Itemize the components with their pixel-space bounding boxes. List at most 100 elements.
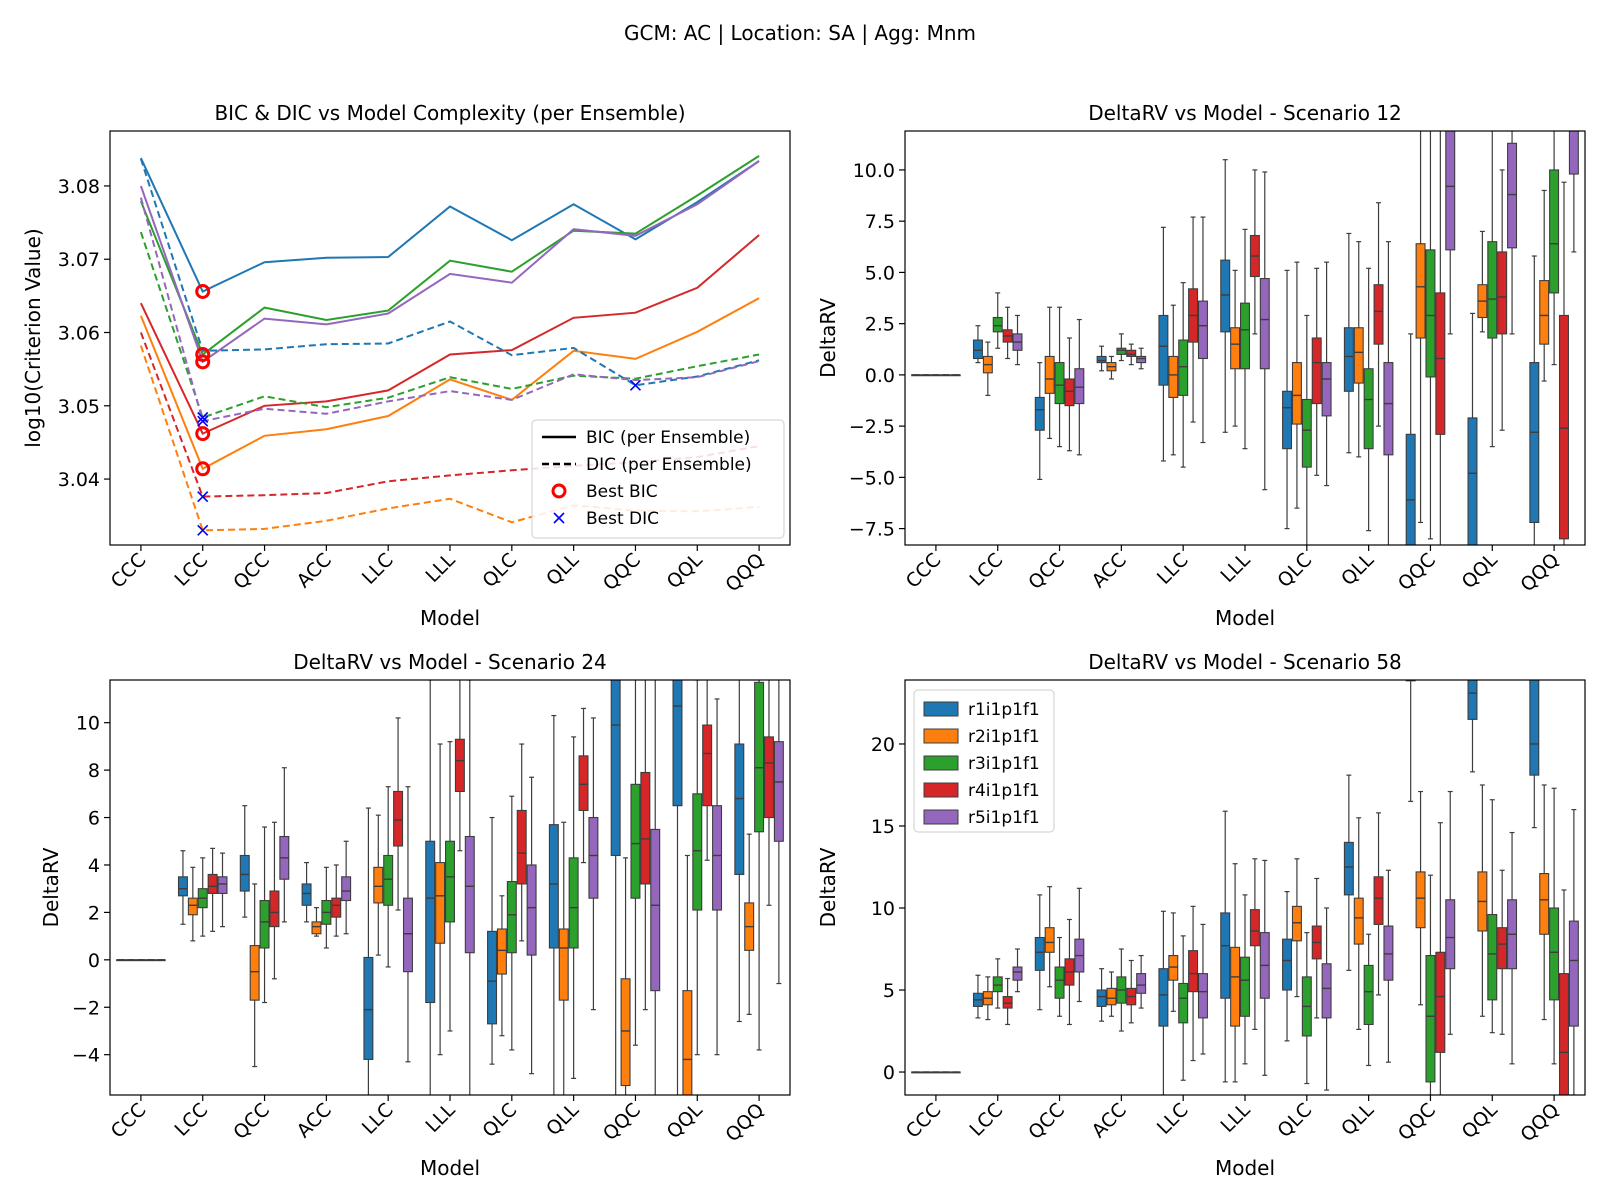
box-iqr (1168, 955, 1179, 981)
box-LLC-r2i1p1f1 (373, 814, 384, 956)
box-CCC-r1i1p1f1 (911, 374, 922, 377)
x-tick-label: LLC (1153, 549, 1193, 589)
box-ACC-r2i1p1f1 (1106, 971, 1117, 1017)
box-QQC-r5i1p1f1 (1445, 131, 1456, 335)
box-iqr (1259, 278, 1270, 370)
box-iqr (373, 866, 384, 904)
box-QCC-r1i1p1f1 (1034, 361, 1045, 481)
x-axis-label: Model (1215, 606, 1275, 630)
box-ACC-r5i1p1f1 (1136, 347, 1147, 370)
y-tick-label: 0 (88, 950, 100, 972)
series-line-dic-r5i1p1f1 (139, 197, 760, 423)
box-CCC-r3i1p1f1 (930, 374, 941, 377)
y-tick-label: 3.04 (58, 469, 100, 491)
box-CCC-r2i1p1f1 (126, 959, 137, 962)
box-iqr (1012, 966, 1023, 981)
box-iqr (1445, 131, 1456, 251)
box-QLC-r1i1p1f1 (1282, 891, 1293, 1042)
box-iqr (311, 921, 322, 935)
box-CCC-r4i1p1f1 (940, 374, 951, 377)
box-QLC-r4i1p1f1 (1311, 877, 1322, 1019)
box-QCC-r5i1p1f1 (1074, 887, 1085, 1003)
box-LLL-r3i1p1f1 (1240, 894, 1250, 1065)
plot-area (116, 680, 784, 1095)
legend-label: r4i1p1f1 (968, 781, 1040, 801)
box-QQQ-r4i1p1f1 (1558, 181, 1569, 545)
box-iqr (393, 790, 404, 847)
box-QCC-r1i1p1f1 (239, 805, 250, 918)
box-iqr (1405, 433, 1416, 545)
x-tick-label: LCC (170, 1099, 212, 1141)
box-iqr (1136, 973, 1147, 994)
box-LCC-r5i1p1f1 (1012, 948, 1023, 993)
box-QCC-r2i1p1f1 (249, 883, 260, 1068)
box-QLC-r2i1p1f1 (1291, 261, 1302, 509)
box-QQC-r1i1p1f1 (1405, 680, 1416, 802)
box-QLL-r5i1p1f1 (588, 717, 599, 1011)
box-iqr (1096, 989, 1107, 1007)
legend-label: r2i1p1f1 (968, 727, 1040, 747)
x-tick-label: ACC (293, 1099, 336, 1142)
x-tick-label: QLC (1273, 549, 1316, 592)
box-LCC-r2i1p1f1 (187, 866, 198, 942)
legend-swatch-r1i1p1f1 (923, 701, 959, 717)
box-LLC-r3i1p1f1 (1178, 282, 1189, 468)
box-ACC-r3i1p1f1 (1116, 948, 1127, 1032)
series-line-dic-r1i1p1f1 (139, 158, 760, 387)
box-LLL-r3i1p1f1 (445, 741, 455, 1032)
box-iqr (610, 680, 621, 857)
box-QQQ-r5i1p1f1 (1568, 131, 1579, 253)
y-tick-label: 10.0 (853, 160, 895, 182)
y-tick-label: 2 (88, 902, 100, 924)
y-tick-label: 2.5 (865, 314, 895, 336)
box-iqr (682, 990, 693, 1095)
box-iqr (1568, 131, 1579, 175)
box-CCC-r5i1p1f1 (155, 959, 166, 962)
box-QCC-r3i1p1f1 (259, 826, 270, 1004)
box-QQL-r3i1p1f1 (1487, 131, 1498, 448)
box-QQL-r1i1p1f1 (672, 680, 683, 1095)
box-ACC-r3i1p1f1 (1116, 333, 1127, 362)
x-tick-label: LLL (422, 1099, 460, 1137)
box-iqr (630, 783, 641, 899)
box-QQC-r5i1p1f1 (650, 680, 661, 1095)
box-LCC-r1i1p1f1 (972, 325, 983, 364)
y-tick-label: 5.0 (865, 262, 895, 284)
y-axis-label: DeltaRV (816, 847, 840, 927)
box-iqr (1064, 378, 1075, 407)
best-bic-marker (195, 346, 211, 362)
box-iqr (1529, 680, 1540, 776)
legend-swatch-r2i1p1f1 (923, 728, 959, 744)
x-tick-label: LCC (170, 549, 212, 591)
series-line-bic-r4i1p1f1 (139, 234, 760, 435)
box-iqr (1363, 964, 1374, 1026)
box-QQL-r1i1p1f1 (1467, 312, 1478, 545)
box-LCC-r2i1p1f1 (982, 976, 993, 1021)
box-iqr (1497, 251, 1508, 335)
box-iqr (640, 771, 651, 885)
box-iqr (496, 928, 507, 975)
x-tick-label: QCC (1024, 549, 1069, 594)
box-iqr (558, 928, 569, 1001)
box-iqr (249, 945, 260, 1001)
box-QCC-r1i1p1f1 (1034, 894, 1045, 1011)
box-QCC-r5i1p1f1 (279, 767, 290, 923)
y-tick-label: 0.0 (865, 365, 895, 387)
box-iqr (1558, 973, 1569, 1095)
series-line-dic-r3i1p1f1 (139, 231, 760, 419)
box-iqr (1106, 987, 1117, 1006)
box-LCC-r1i1p1f1 (972, 974, 983, 1019)
box-LLC-r1i1p1f1 (1158, 910, 1169, 1095)
box-CCC-r3i1p1f1 (930, 1071, 941, 1074)
legend: BIC (per Ensemble) DIC (per Ensemble) Best… (531, 419, 785, 539)
box-iqr (1158, 314, 1169, 386)
box-CCC-r1i1p1f1 (911, 1071, 922, 1074)
box-QQC-r4i1p1f1 (1435, 131, 1446, 545)
box-iqr (1321, 362, 1332, 417)
y-tick-label: 4 (88, 855, 100, 877)
x-tick-label: QLL (542, 1099, 583, 1140)
box-QLC-r2i1p1f1 (496, 895, 507, 1037)
y-tick-label: −4 (72, 1045, 100, 1067)
x-tick-label: QQC (1394, 549, 1440, 595)
box-QQQ-r1i1p1f1 (734, 680, 745, 1023)
